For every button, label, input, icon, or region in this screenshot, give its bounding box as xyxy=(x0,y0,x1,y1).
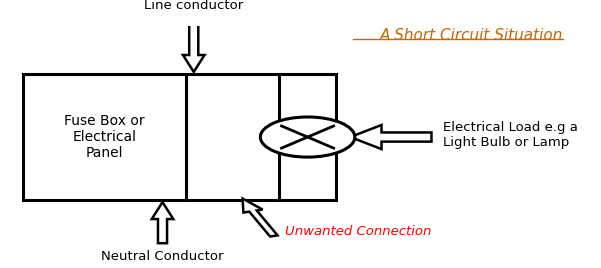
Text: Unwanted Connection: Unwanted Connection xyxy=(285,225,432,238)
FancyArrow shape xyxy=(243,199,278,237)
Text: Neutral Conductor: Neutral Conductor xyxy=(102,250,224,263)
Circle shape xyxy=(260,117,355,157)
Text: Fuse Box or
Electrical
Panel: Fuse Box or Electrical Panel xyxy=(64,114,145,160)
Bar xyxy=(23,74,336,200)
FancyArrow shape xyxy=(151,202,173,243)
Text: Electrical Load e.g a
Light Bulb or Lamp: Electrical Load e.g a Light Bulb or Lamp xyxy=(443,121,578,149)
FancyArrow shape xyxy=(183,21,204,72)
FancyArrow shape xyxy=(350,125,432,149)
Text: Line conductor: Line conductor xyxy=(144,0,243,12)
Text: A Short Circuit Situation: A Short Circuit Situation xyxy=(379,28,563,43)
